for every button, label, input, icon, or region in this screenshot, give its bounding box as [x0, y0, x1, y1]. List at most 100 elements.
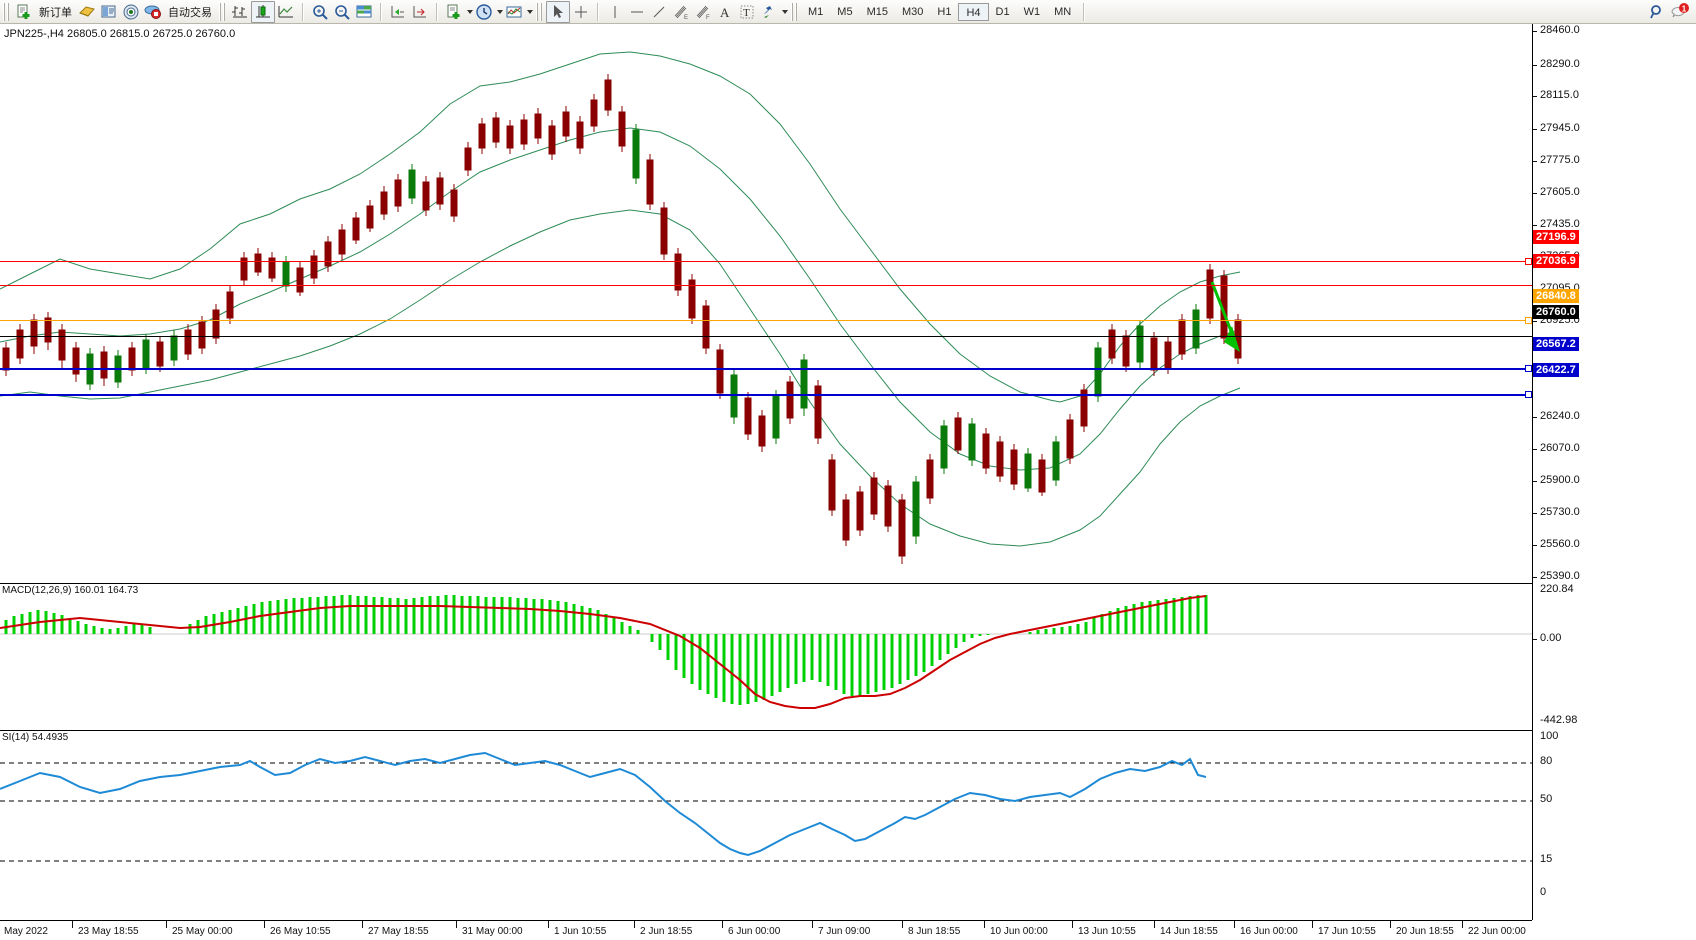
time-axis-label: 13 Jun 10:55	[1078, 926, 1136, 937]
search-icon[interactable]	[1646, 1, 1668, 23]
main-toolbar[interactable]: 新订单 自动交易	[0, 0, 1696, 24]
time-axis-tick	[72, 921, 73, 928]
bar-chart-icon[interactable]	[229, 1, 251, 23]
terminal-icon[interactable]	[120, 1, 142, 23]
new-order-icon[interactable]	[13, 1, 35, 23]
fibo-icon[interactable]: F	[692, 1, 714, 23]
timeframe-m30[interactable]: M30	[901, 5, 924, 18]
time-axis-label: 14 Jun 18:55	[1160, 926, 1218, 937]
time-axis-tick	[902, 921, 903, 928]
time-axis-line	[0, 920, 1532, 921]
level-handle-resistance-1[interactable]	[1525, 258, 1532, 265]
price-tick: 26240.0	[1540, 410, 1580, 422]
level-handle-support-1[interactable]	[1525, 365, 1532, 372]
time-axis[interactable]: May 2022 23 May 18:55 25 May 00:00 26 May 1…	[0, 921, 1532, 940]
price-tick: 25900.0	[1540, 474, 1580, 486]
autoscroll-icon[interactable]	[409, 1, 431, 23]
timeframe-m5[interactable]: M5	[837, 5, 853, 18]
price-scale[interactable]: 28460.0 28290.0 28115.0 27945.0 27775.0 …	[1533, 24, 1696, 920]
rsi-tick: 15	[1540, 853, 1553, 865]
alert-count: 1	[1682, 4, 1687, 13]
crosshair-icon[interactable]	[570, 1, 592, 23]
shift-icon[interactable]	[387, 1, 409, 23]
templates-dropdown-caret[interactable]	[467, 9, 473, 14]
price-label-support-1[interactable]: 26567.2	[1533, 337, 1579, 351]
auto-trading-icon[interactable]	[142, 1, 164, 23]
toolbar-grip-4[interactable]	[791, 2, 798, 21]
time-axis-tick	[812, 921, 813, 928]
level-line-support-2[interactable]	[0, 394, 1532, 396]
cursor-icon[interactable]	[546, 0, 570, 23]
indicators-icon[interactable]	[503, 1, 525, 23]
rsi-pane[interactable]: SI(14) 54.4935	[0, 730, 1532, 921]
timeframe-h1[interactable]: H1	[937, 5, 952, 18]
level-line-resistance-1[interactable]	[0, 261, 1532, 262]
navigator-icon[interactable]	[98, 1, 120, 23]
zoom-in-icon[interactable]	[309, 1, 331, 23]
hline-icon[interactable]	[626, 1, 648, 23]
level-line-pivot[interactable]	[0, 320, 1532, 321]
time-axis-label: 23 May 18:55	[78, 926, 139, 937]
timeframe-d1[interactable]: D1	[995, 5, 1010, 18]
line-chart-icon[interactable]	[275, 1, 297, 23]
indicators-dropdown-caret[interactable]	[527, 9, 533, 14]
price-label-last[interactable]: 26760.0	[1533, 305, 1579, 319]
toolbar-grip-3[interactable]	[536, 2, 543, 21]
time-axis-label: 6 Jun 00:00	[728, 926, 781, 937]
macd-pane[interactable]: MACD(12,26,9) 160.01 164.73	[0, 583, 1532, 729]
time-axis-label: 7 Jun 09:00	[818, 926, 871, 937]
trendline-icon[interactable]	[648, 1, 670, 23]
zoom-out-icon[interactable]	[331, 1, 353, 23]
price-tick: 27435.0	[1540, 218, 1580, 230]
equidistant-channel-icon[interactable]: E	[670, 1, 692, 23]
svg-text:E: E	[684, 15, 688, 21]
new-order-button[interactable]: 新订单	[35, 1, 76, 23]
auto-trading-label: 自动交易	[168, 6, 212, 19]
timeframe-m1[interactable]: M1	[808, 5, 824, 18]
svg-text:T: T	[743, 7, 750, 19]
label-icon[interactable]: T	[736, 1, 758, 23]
price-label-resistance-2[interactable]: 27036.9	[1533, 254, 1579, 268]
timeframe-h4[interactable]: H4	[958, 2, 989, 21]
toolbar-divider-1	[302, 2, 304, 21]
auto-trading-button[interactable]: 自动交易	[164, 1, 216, 23]
candlestick-icon[interactable]	[251, 0, 275, 23]
timeframe-m15[interactable]: M15	[866, 5, 888, 18]
level-handle-pivot[interactable]	[1525, 317, 1532, 324]
level-line-support-1[interactable]	[0, 368, 1532, 370]
time-axis-label: 1 Jun 10:55	[554, 926, 607, 937]
price-tick: 26070.0	[1540, 442, 1580, 454]
price-label-support-2[interactable]: 26422.7	[1533, 363, 1579, 377]
time-axis-tick	[456, 921, 457, 928]
price-label-pivot[interactable]: 26840.8	[1533, 289, 1579, 303]
periodicity-dropdown-caret[interactable]	[497, 9, 503, 14]
objects-icon[interactable]	[758, 1, 780, 23]
time-axis-tick	[634, 921, 635, 928]
time-axis-label: 8 Jun 18:55	[908, 926, 961, 937]
clock-icon[interactable]	[473, 1, 495, 23]
new-order-label: 新订单	[39, 6, 72, 19]
macd-tick: 0.00	[1540, 632, 1562, 644]
level-line-resistance-2[interactable]	[0, 285, 1532, 286]
level-line-last-price[interactable]	[0, 336, 1532, 337]
macd-histogram	[4, 595, 1208, 705]
toolbar-grip-2[interactable]	[219, 2, 226, 21]
price-axis-line	[1532, 24, 1533, 920]
price-tick: 25560.0	[1540, 538, 1580, 550]
vline-icon[interactable]	[604, 1, 626, 23]
level-handle-support-2[interactable]	[1525, 391, 1532, 398]
price-tick: 25390.0	[1540, 570, 1580, 582]
timeframe-mn[interactable]: MN	[1054, 5, 1072, 18]
objects-dropdown-caret[interactable]	[782, 9, 788, 14]
text-icon[interactable]: A	[714, 1, 736, 23]
price-label-resistance-1[interactable]: 27196.9	[1533, 230, 1579, 244]
price-chart-pane[interactable]	[0, 24, 1532, 581]
macd-signal-line	[0, 595, 1207, 709]
timeframe-w1[interactable]: W1	[1023, 5, 1041, 18]
data-window-icon[interactable]	[76, 1, 98, 23]
alert-icon[interactable]: 1	[1668, 1, 1692, 23]
templates-icon[interactable]	[443, 1, 465, 23]
time-axis-label: 22 Jun 00:00	[1468, 926, 1526, 937]
toolbar-grip[interactable]	[3, 2, 10, 21]
grid-icon[interactable]	[353, 1, 375, 23]
